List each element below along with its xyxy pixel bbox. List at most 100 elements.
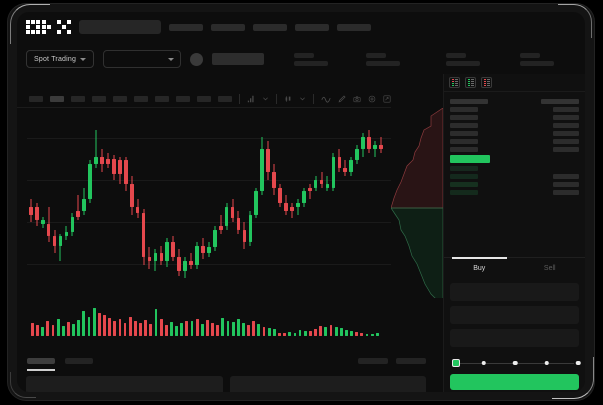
line-wave-icon[interactable] <box>321 95 331 103</box>
orderbook-bid-row[interactable] <box>450 180 579 188</box>
orderbook-bid-row[interactable] <box>450 172 579 180</box>
okx-logo-icon[interactable] <box>26 20 71 34</box>
volume-bar <box>272 329 276 336</box>
timeframe-6[interactable] <box>155 95 169 102</box>
candle <box>260 108 265 298</box>
orderbook-header[interactable] <box>450 97 579 105</box>
ob-qty <box>553 189 579 195</box>
candle <box>153 108 158 298</box>
nav-item-1[interactable] <box>211 23 245 31</box>
candle <box>46 108 51 298</box>
orderbook-ask-row[interactable] <box>450 105 579 113</box>
timeframe-8[interactable] <box>197 95 211 102</box>
bottom-panel-0[interactable] <box>26 376 223 392</box>
price-chart[interactable] <box>17 108 391 298</box>
orderbook-ask-row[interactable] <box>450 145 579 153</box>
candle <box>349 108 354 298</box>
slider-handle-icon[interactable] <box>452 359 460 367</box>
timeframe-0[interactable] <box>29 95 43 102</box>
order-book[interactable] <box>444 92 585 196</box>
orderbook-ask-row[interactable] <box>450 129 579 137</box>
timeframe-7[interactable] <box>176 95 190 102</box>
candle <box>147 108 152 298</box>
chevron-down-icon[interactable] <box>299 95 306 102</box>
timeframe-3[interactable] <box>92 95 106 102</box>
slider-step-50[interactable] <box>512 360 518 366</box>
nav-item-3[interactable] <box>295 23 329 31</box>
orderbook-ask-row[interactable] <box>450 113 579 121</box>
ob-price <box>450 106 478 112</box>
candle <box>248 108 253 298</box>
slider-step-75[interactable] <box>544 360 549 366</box>
candle <box>343 108 348 298</box>
orderbook-trade-column: Buy Sell <box>443 74 585 392</box>
candle <box>29 108 33 298</box>
stat-2 <box>446 52 481 66</box>
nav-item-0[interactable] <box>169 23 203 31</box>
volume-bar <box>41 327 45 336</box>
volume-bar <box>216 324 220 336</box>
chart-toolbar <box>17 90 391 108</box>
bottom-action-1[interactable] <box>396 358 426 364</box>
orderbook-ask-row[interactable] <box>450 137 579 145</box>
bottom-panel-1[interactable] <box>229 376 426 392</box>
candle <box>52 108 57 298</box>
candle <box>331 108 336 298</box>
chevron-down-icon[interactable] <box>262 95 269 102</box>
orderbook-bid-row[interactable] <box>450 164 579 172</box>
volume-bar <box>365 333 369 336</box>
orderbook-last-price[interactable] <box>450 153 579 164</box>
tab-sell[interactable]: Sell <box>515 258 586 279</box>
slider-step-25[interactable] <box>481 360 486 366</box>
settings-icon[interactable] <box>368 95 376 103</box>
fullscreen-icon[interactable] <box>383 94 391 103</box>
orderbook-bid-row[interactable] <box>450 188 579 196</box>
candle <box>325 108 330 298</box>
volume-bar <box>159 318 163 336</box>
candle <box>224 108 229 298</box>
search-input[interactable] <box>79 20 161 34</box>
bottom-action-0[interactable] <box>358 358 388 364</box>
candle <box>40 108 45 298</box>
toolbar-divider <box>239 93 240 104</box>
tab-buy[interactable]: Buy <box>444 257 515 279</box>
chart-type-icon[interactable] <box>284 95 292 103</box>
stat-1 <box>366 52 401 66</box>
bottom-tab-0[interactable] <box>27 358 55 364</box>
orderbook-ask-row[interactable] <box>450 121 579 129</box>
ob-price <box>450 98 488 104</box>
timeframe-2[interactable] <box>71 95 85 102</box>
nav-item-4[interactable] <box>337 23 371 31</box>
volume-bar <box>247 325 250 336</box>
timeframe-5[interactable] <box>134 95 148 102</box>
market-depth-chart <box>391 108 443 298</box>
order-field-0[interactable] <box>450 283 579 301</box>
amount-slider[interactable] <box>452 358 581 368</box>
pencil-icon[interactable] <box>338 94 346 103</box>
orderbook-both-icon[interactable] <box>449 77 460 88</box>
indicator-icon[interactable] <box>247 95 255 103</box>
orderbook-bids-icon[interactable] <box>465 77 476 88</box>
volume-bar <box>92 308 96 336</box>
candle <box>195 108 199 298</box>
volume-bar <box>169 322 173 336</box>
order-field-2[interactable] <box>450 329 579 347</box>
candle <box>34 108 39 298</box>
pair-select[interactable] <box>103 50 182 68</box>
timeframe-4[interactable] <box>113 95 127 102</box>
volume-bar <box>77 320 81 336</box>
volume-bar <box>190 321 194 336</box>
camera-icon[interactable] <box>353 95 361 103</box>
bottom-tab-1[interactable] <box>65 358 93 364</box>
submit-buy-button[interactable] <box>450 374 579 390</box>
order-field-1[interactable] <box>450 306 579 324</box>
timeframe-9[interactable] <box>218 95 232 102</box>
slider-step-100[interactable] <box>575 360 581 366</box>
coin-avatar-icon <box>190 52 204 66</box>
orderbook-asks-icon[interactable] <box>481 77 492 88</box>
nav-item-2[interactable] <box>253 23 287 31</box>
trading-mode-select[interactable]: Spot Trading <box>26 50 95 68</box>
candle <box>230 108 235 298</box>
timeframe-1[interactable] <box>50 95 64 102</box>
volume-bar <box>103 315 106 336</box>
